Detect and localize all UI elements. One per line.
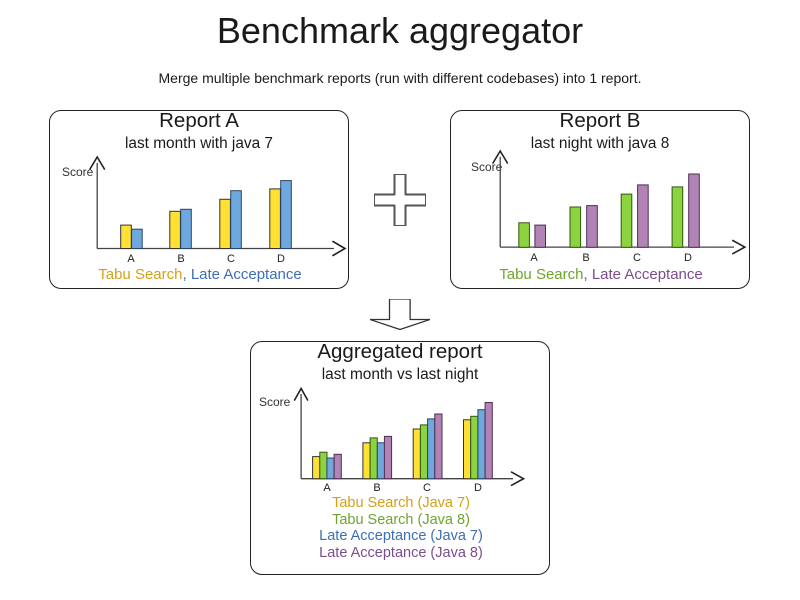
svg-text:B: B [373,482,380,494]
svg-text:A: A [127,253,135,265]
svg-text:C: C [423,482,431,494]
svg-text:B: B [177,253,184,265]
svg-text:Score: Score [62,165,94,179]
svg-text:D: D [684,252,692,264]
svg-text:D: D [474,482,482,494]
svg-text:D: D [277,253,285,265]
svg-text:C: C [227,253,235,265]
svg-text:A: A [530,252,538,264]
svg-text:Score: Score [471,160,503,174]
svg-text:C: C [633,252,641,264]
svg-text:Score: Score [259,395,291,409]
svg-text:A: A [323,482,331,494]
svg-text:B: B [582,252,589,264]
